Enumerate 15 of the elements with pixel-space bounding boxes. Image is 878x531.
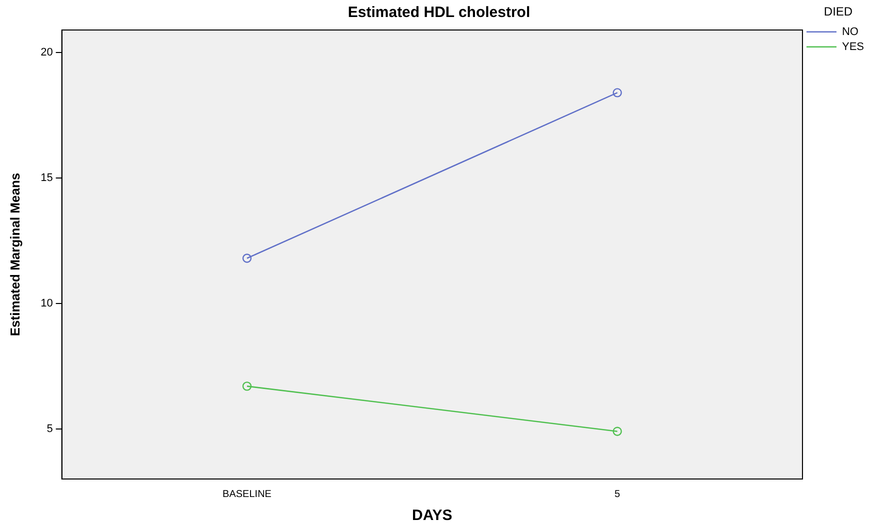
point <box>242 382 252 391</box>
legend-label: NO <box>842 26 859 38</box>
y-tick-label: 20 <box>40 46 53 59</box>
y-tick-label: 5 <box>46 422 53 435</box>
y-tick-label: 10 <box>40 297 53 310</box>
legend-label: YES <box>842 40 864 53</box>
point <box>612 88 622 98</box>
legend-title: DIED <box>824 4 853 18</box>
point <box>242 254 252 263</box>
chart-title: Estimated HDL cholestrol <box>348 4 530 22</box>
point <box>612 426 622 436</box>
y-tick-label: 15 <box>40 172 53 184</box>
x-axis-title: DAYS <box>412 507 452 524</box>
y-axis-title: Estimated Marginal Means <box>7 172 22 336</box>
x-tick-label: BASELINE <box>222 488 272 500</box>
